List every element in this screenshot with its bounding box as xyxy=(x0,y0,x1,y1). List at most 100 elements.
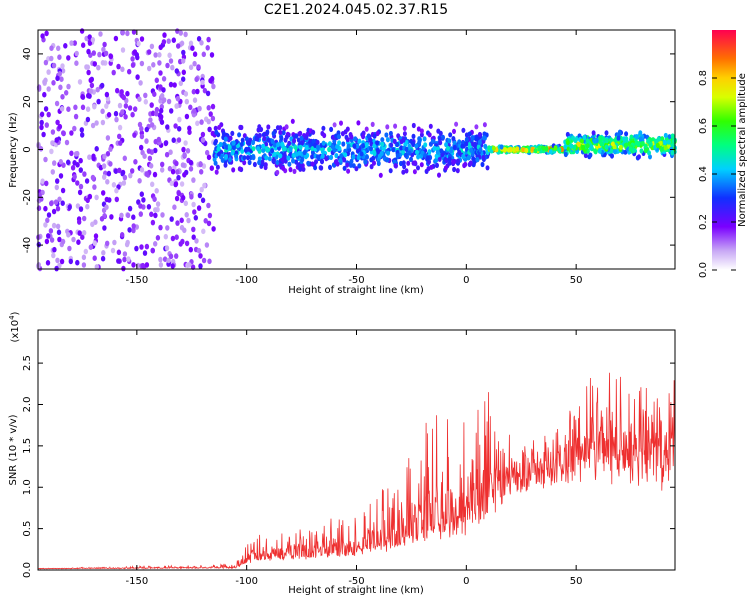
spectrogram-cell xyxy=(524,147,529,154)
spectrogram-cell xyxy=(628,146,633,152)
spectrogram-cell xyxy=(73,104,78,111)
spectrogram-cell xyxy=(181,69,186,76)
spectrogram-cell xyxy=(461,127,466,133)
spectrogram-cell xyxy=(187,262,192,268)
spectrogram-cell xyxy=(86,48,91,55)
spectrogram-cell xyxy=(643,143,648,149)
spectrogram-cell xyxy=(46,69,51,75)
spectrogram-cell xyxy=(163,140,169,146)
spectrogram-cell xyxy=(343,152,348,158)
spectrogram-cell xyxy=(103,50,109,57)
spectrogram-cell xyxy=(351,163,356,169)
spectrogram-cell xyxy=(251,139,256,146)
spectrogram-cell xyxy=(81,262,87,268)
spectrogram-cell xyxy=(255,136,260,142)
spectrogram-cell xyxy=(569,143,574,149)
spectrogram-cell xyxy=(175,95,181,102)
spectrogram-cell xyxy=(102,153,107,160)
spectrogram-cell xyxy=(388,130,393,137)
spectrogram-cell xyxy=(162,97,167,103)
spectrogram-cell xyxy=(48,228,54,234)
spectrogram-cell xyxy=(175,169,180,175)
spectrogram-cell xyxy=(183,200,188,207)
spectrogram-cell xyxy=(139,133,145,140)
spectrogram-cell xyxy=(435,162,439,168)
spectrogram-cell xyxy=(477,139,482,145)
spectrogram-cell xyxy=(478,147,483,153)
spectrogram-cell xyxy=(198,253,203,259)
spectrogram-cell xyxy=(57,54,62,60)
spectrogram-cell xyxy=(188,40,194,47)
spectrogram-cell xyxy=(228,135,233,141)
spectrogram-cell xyxy=(177,126,182,132)
spectrogram-cell xyxy=(138,80,143,86)
spectrogram-cell xyxy=(181,195,186,201)
spectrogram-cell xyxy=(276,142,281,148)
spectrogram-cell xyxy=(98,31,103,37)
spectrogram-cell xyxy=(130,56,135,62)
spectrogram-cell xyxy=(46,111,51,118)
spectrogram-cell xyxy=(342,165,347,171)
spectrogram-cell xyxy=(66,232,71,238)
spectrogram-cell xyxy=(195,120,200,127)
spectrogram-cell xyxy=(102,225,107,231)
spectrogram-cell xyxy=(136,199,141,205)
spectrogram-cell xyxy=(648,154,652,160)
spectrogram-cell xyxy=(266,137,271,143)
spectrogram-cell xyxy=(261,143,266,149)
spectrogram-cell xyxy=(184,113,190,120)
spectrogram-cell xyxy=(670,133,675,139)
spectrogram-cell xyxy=(336,130,341,136)
spectrogram-cell xyxy=(127,105,133,111)
spectrogram-cell xyxy=(100,255,106,262)
spectrogram-cell xyxy=(161,39,167,45)
spectrogram-cell xyxy=(59,76,64,82)
spectrogram-cell xyxy=(154,188,159,194)
spectrogram-cell xyxy=(591,130,596,136)
spectrogram-cell xyxy=(407,150,412,156)
spectrogram-cell xyxy=(89,82,95,89)
spectrogram-cell xyxy=(304,144,309,151)
spectrogram-cell xyxy=(208,77,213,84)
spectrogram-cell xyxy=(60,94,65,100)
spectrogram-cell xyxy=(100,119,106,126)
spectrogram-cell xyxy=(61,162,66,168)
spectrogram-cell xyxy=(356,155,361,161)
spectrogram-cell xyxy=(209,165,214,171)
x-tick-label: 50 xyxy=(570,275,583,286)
spectrogram-cell xyxy=(464,141,469,147)
spectrogram-cell xyxy=(246,146,251,152)
spectrogram-cell xyxy=(298,165,302,172)
spectrogram-cell xyxy=(167,52,172,59)
snr-series-line xyxy=(37,372,676,570)
spectrogram-cell xyxy=(548,149,553,155)
spectrogram-cell xyxy=(292,138,297,144)
spectrogram-cell xyxy=(87,193,93,200)
spectrogram-cell xyxy=(198,161,203,168)
spectrogram-cell xyxy=(404,146,409,152)
spectrogram-cell xyxy=(146,148,152,154)
spectrogram-cell xyxy=(137,96,142,102)
spectrogram-cell xyxy=(56,45,61,52)
spectrogram-cell xyxy=(149,211,154,218)
spectrogram-cell xyxy=(474,136,479,142)
spectrogram-cell xyxy=(381,145,386,151)
spectrogram-cell xyxy=(138,211,143,217)
spectrogram-cell xyxy=(90,122,96,129)
spectrogram-cell xyxy=(43,106,49,112)
spectrogram-cell xyxy=(565,131,570,138)
spectrogram-cell xyxy=(597,148,602,154)
spectrogram-cell xyxy=(36,262,41,268)
spectrogram-cell xyxy=(169,216,174,222)
spectrogram-cell xyxy=(131,214,136,220)
spectrogram-cell xyxy=(469,147,474,153)
spectrogram-cell xyxy=(192,209,197,215)
spectrogram-cell xyxy=(437,156,442,162)
spectrogram-cell xyxy=(194,238,199,244)
spectrogram-cell xyxy=(411,141,415,147)
spectrogram-cell xyxy=(242,160,247,166)
spectrogram-cell xyxy=(346,143,351,149)
snr-multiplier-suffix: ) xyxy=(10,311,21,315)
spectrogram-cell xyxy=(667,134,672,140)
spectrogram-cell xyxy=(314,159,318,165)
